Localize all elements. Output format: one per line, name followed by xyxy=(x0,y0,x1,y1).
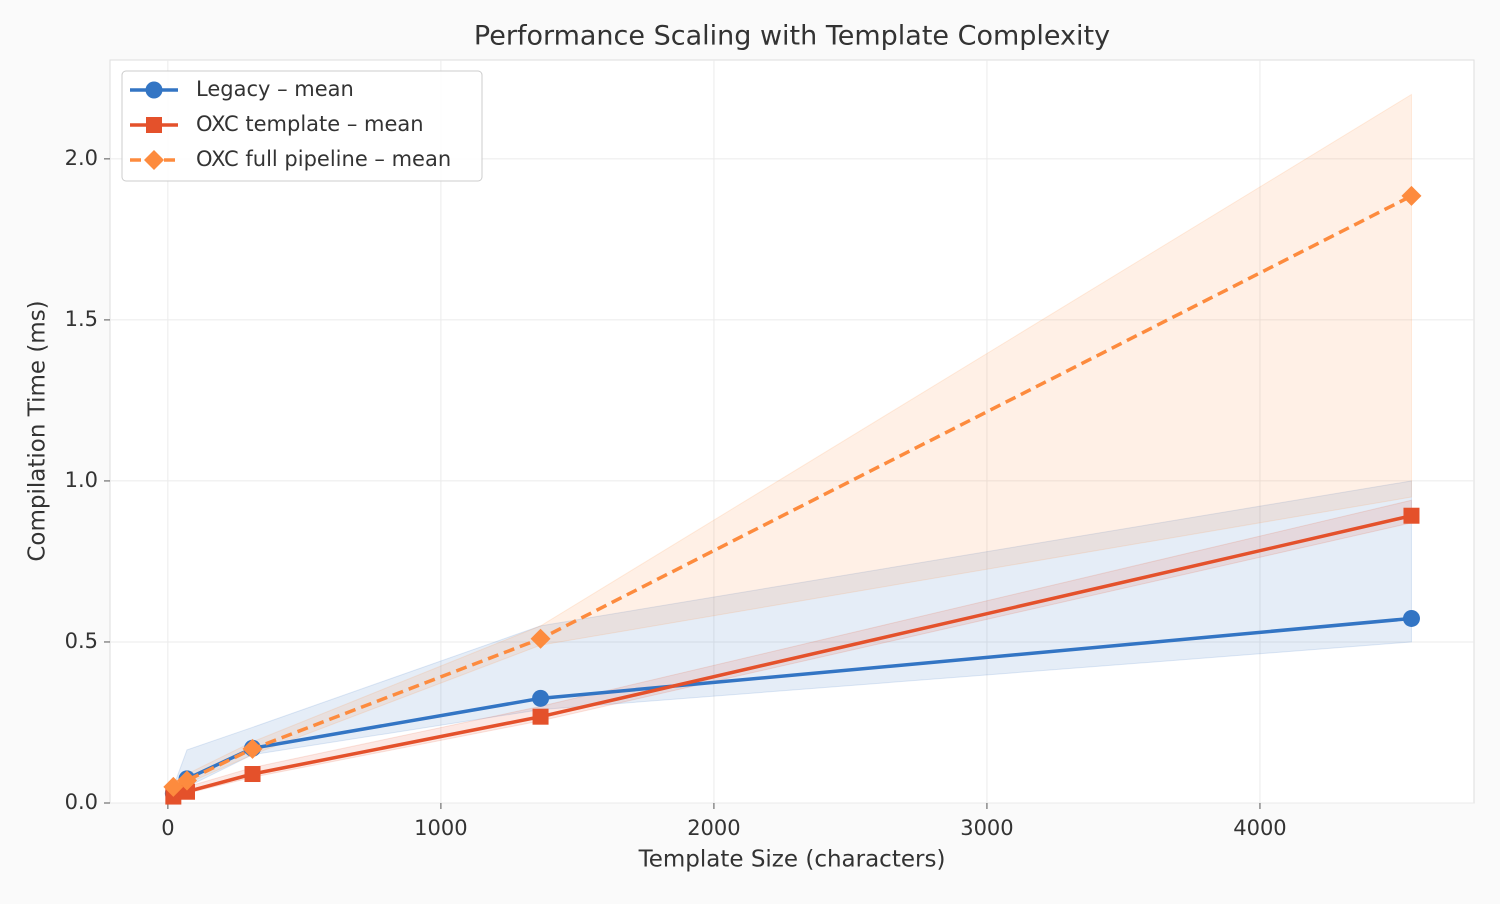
marker xyxy=(1402,609,1420,627)
marker xyxy=(242,738,263,759)
marker xyxy=(146,117,162,133)
y-tick-label: 0.0 xyxy=(65,790,98,814)
marker xyxy=(530,628,551,649)
plot-area xyxy=(109,59,1475,804)
y-tick-label: 0.5 xyxy=(65,629,98,653)
x-tick-label: 4000 xyxy=(1233,816,1286,840)
marker xyxy=(532,708,549,725)
marker xyxy=(144,150,164,170)
marker xyxy=(145,81,163,99)
y-tick-label: 1.5 xyxy=(65,307,98,331)
x-axis-label: Template Size (characters) xyxy=(638,847,946,873)
y-axis-label: Compilation Time (ms) xyxy=(25,300,51,561)
legend-label: OXC template – mean xyxy=(196,112,424,136)
x-tick-label: 2000 xyxy=(687,816,740,840)
y-tick-label: 1.0 xyxy=(65,468,98,492)
marker xyxy=(178,783,195,800)
legend-label: OXC full pipeline – mean xyxy=(196,147,451,171)
legend-box xyxy=(121,70,483,182)
marker xyxy=(1401,185,1422,206)
x-tick-label: 1000 xyxy=(414,816,467,840)
chart-title: Performance Scaling with Template Comple… xyxy=(474,21,1110,52)
marker xyxy=(532,689,550,707)
y-tick-label: 2.0 xyxy=(65,146,98,170)
x-tick-label: 3000 xyxy=(960,816,1013,840)
marker xyxy=(163,776,184,797)
marker xyxy=(1403,507,1420,524)
legend-label: Legacy – mean xyxy=(196,77,354,101)
marker xyxy=(244,766,261,783)
x-tick-label: 0 xyxy=(161,816,174,840)
marker xyxy=(176,770,197,791)
